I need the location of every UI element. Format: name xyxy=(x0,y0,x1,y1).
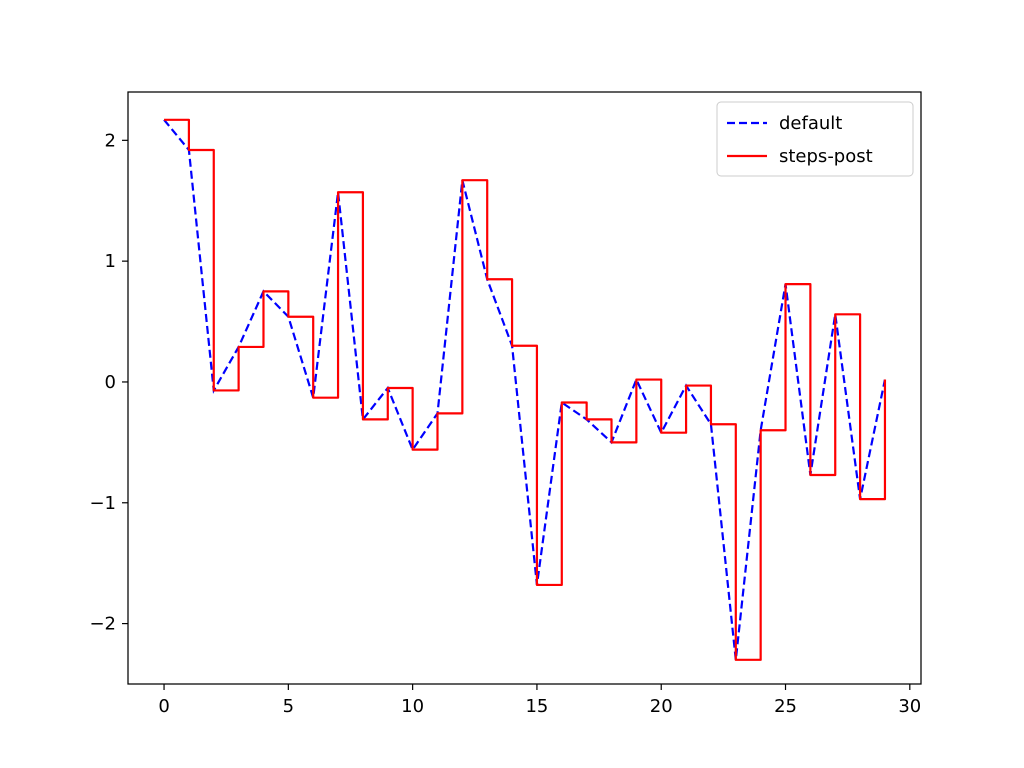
x-tick-label: 15 xyxy=(525,696,548,717)
plot-area xyxy=(128,92,921,684)
x-tick-label: 30 xyxy=(898,696,921,717)
series-line-default xyxy=(163,119,887,660)
legend-label-default: default xyxy=(779,113,842,134)
series-layer xyxy=(163,118,887,661)
y-tick-label: −2 xyxy=(89,614,116,635)
x-tick-label: 5 xyxy=(283,696,294,717)
y-tick-label: 2 xyxy=(105,130,116,151)
y-tick-label: 1 xyxy=(105,251,116,272)
y-axis: −2 −1 0 1 2 xyxy=(89,130,128,635)
legend-box xyxy=(716,101,914,177)
series-line-steps-post xyxy=(164,118,887,661)
legend: default steps-post xyxy=(716,101,914,177)
plot-frame xyxy=(127,91,922,685)
x-tick-label: 20 xyxy=(650,696,673,717)
x-tick-label: 0 xyxy=(158,696,169,717)
y-tick-label: 0 xyxy=(105,372,116,393)
y-tick-label: −1 xyxy=(89,493,116,514)
x-tick-label: 25 xyxy=(774,696,797,717)
x-tick-label: 10 xyxy=(401,696,424,717)
legend-label-steps-post: steps-post xyxy=(779,146,873,167)
x-axis: 0 5 10 15 20 25 30 xyxy=(158,684,921,717)
